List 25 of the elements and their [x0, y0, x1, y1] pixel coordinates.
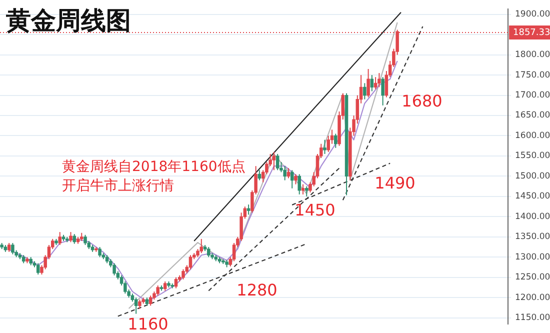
annotation: 1280 — [236, 280, 278, 300]
y-tick-label: 1500.00 — [515, 171, 550, 182]
candlestick — [222, 258, 225, 265]
y-tick-label: 1750.00 — [515, 70, 550, 80]
y-tick-label: 1200.00 — [515, 292, 550, 303]
annotation: 开启牛市上涨行情 — [62, 177, 175, 196]
annotation: 1450 — [294, 200, 336, 220]
annotation: 1490 — [374, 174, 416, 192]
y-tick-label: 1650.00 — [515, 110, 550, 121]
y-tick-label: 1350.00 — [515, 232, 550, 242]
ref-line-label: 1857.33 — [513, 28, 550, 38]
y-tick-label: 1450.00 — [515, 192, 550, 202]
chart-title: 黄金周线图 — [6, 5, 131, 37]
y-tick-label: 1900.00 — [515, 10, 550, 20]
y-tick-label: 1800.00 — [515, 50, 550, 60]
y-tick-label: 1550.00 — [515, 151, 550, 162]
y-tick-label: 1700.00 — [515, 90, 550, 100]
y-tick-label: 1150.00 — [515, 313, 550, 324]
y-tick-label: 1400.00 — [515, 212, 550, 222]
y-tick-label: 1600.00 — [515, 130, 550, 141]
y-tick-label: 1300.00 — [515, 252, 550, 262]
annotation: 1160 — [128, 314, 168, 333]
y-tick-label: 1250.00 — [515, 272, 550, 283]
annotation: 1680 — [402, 92, 442, 110]
annotation: 黄金周线自2018年1160低点 — [62, 158, 246, 177]
